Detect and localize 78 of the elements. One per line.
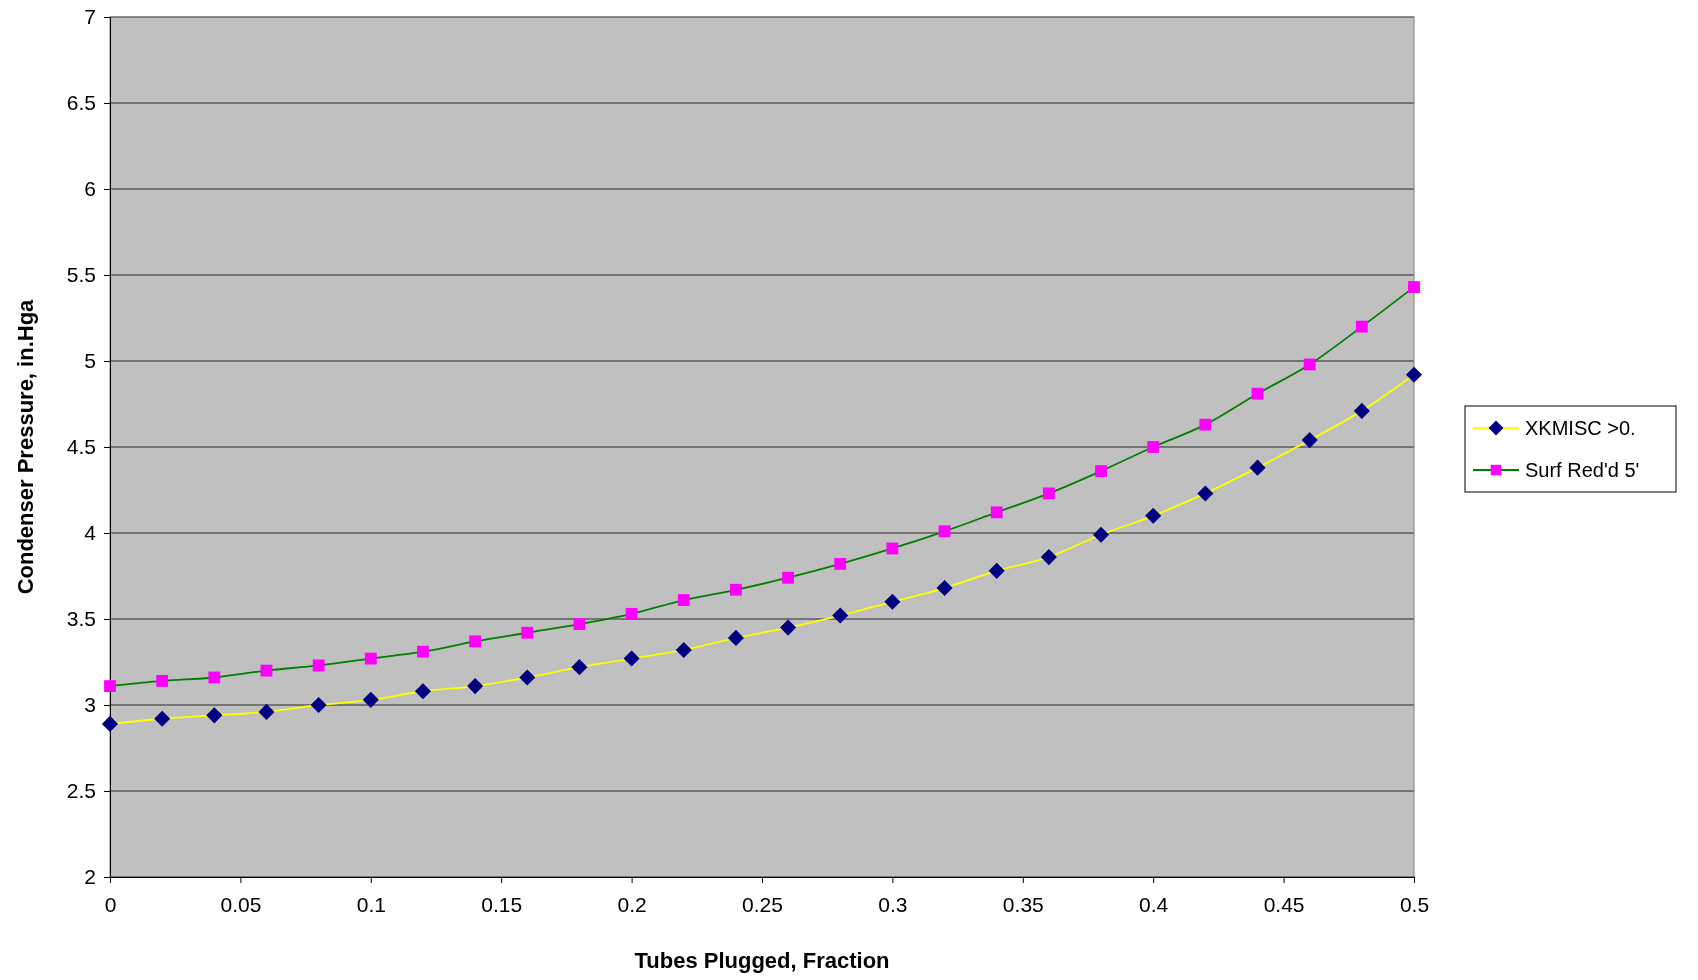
y-tick-label: 2.5	[66, 779, 96, 803]
point	[1251, 387, 1264, 400]
point	[1095, 465, 1107, 477]
point	[832, 607, 849, 624]
point	[938, 525, 951, 538]
legend-label: Surf Red'd 5'	[1525, 459, 1640, 481]
x-tick-label: 0.05	[220, 892, 262, 916]
x-tick-label: 0	[104, 892, 117, 916]
point	[1199, 418, 1212, 431]
point	[988, 562, 1005, 579]
point	[1145, 507, 1162, 524]
y-tick-label: 5	[84, 349, 96, 373]
point	[573, 618, 586, 631]
x-tick-label: 0.1	[356, 892, 386, 916]
point	[1355, 320, 1368, 333]
x-tick-label: 0.3	[878, 892, 908, 916]
point	[677, 594, 690, 606]
point	[519, 669, 536, 686]
y-tick-label: 7	[84, 5, 96, 29]
point	[1301, 432, 1318, 449]
point	[834, 558, 847, 570]
y-tick-label: 3	[84, 693, 96, 717]
point	[571, 659, 588, 676]
legend-label: XKMISC >0.	[1525, 417, 1636, 439]
point	[310, 696, 327, 714]
point	[101, 715, 119, 732]
point	[782, 571, 794, 584]
point	[467, 678, 484, 695]
x-tick-label: 0.35	[1002, 892, 1044, 916]
point	[312, 659, 325, 672]
y-tick-label: 6	[84, 177, 96, 201]
y-tick-label: 4	[84, 521, 97, 545]
point	[1405, 366, 1423, 383]
point	[417, 645, 429, 658]
point	[364, 652, 377, 665]
point	[1092, 526, 1110, 543]
point	[414, 683, 432, 700]
point	[1408, 281, 1420, 293]
point	[521, 626, 534, 639]
y-tick-label: 3.5	[66, 607, 96, 631]
point	[1042, 487, 1055, 500]
point	[1353, 402, 1370, 419]
point	[1197, 485, 1214, 502]
point	[730, 583, 742, 596]
x-tick-label: 0.5	[1399, 892, 1430, 916]
point	[1249, 459, 1266, 476]
point	[936, 579, 953, 597]
point	[362, 691, 379, 708]
point	[206, 707, 223, 724]
point	[990, 506, 1003, 519]
point	[1040, 549, 1057, 566]
y-tick-label: 6.5	[66, 91, 96, 115]
point	[469, 635, 482, 648]
point	[625, 607, 638, 620]
x-axis-title: Tubes Plugged, Fraction	[634, 948, 890, 973]
y-tick-label: 5.5	[66, 263, 96, 287]
y-axis-title: Condenser Pressure, in.Hga	[13, 298, 38, 595]
point	[780, 619, 797, 636]
point	[886, 542, 899, 555]
y-tick-label: 2	[84, 865, 96, 889]
x-tick-label: 0.45	[1263, 892, 1305, 916]
point	[260, 664, 273, 677]
point	[675, 641, 692, 659]
point	[1147, 441, 1160, 453]
point	[104, 680, 116, 692]
point	[154, 710, 171, 727]
y-tick-label: 4.5	[66, 435, 96, 459]
point	[884, 593, 901, 610]
point	[727, 629, 744, 646]
point	[1303, 358, 1316, 371]
point	[156, 675, 169, 687]
point	[623, 650, 640, 667]
x-tick-label: 0.15	[481, 892, 523, 916]
point	[208, 671, 221, 684]
x-tick-label: 0.4	[1139, 892, 1169, 916]
point	[258, 703, 275, 720]
x-tick-label: 0.2	[617, 892, 647, 916]
x-tick-label: 0.25	[742, 892, 783, 916]
